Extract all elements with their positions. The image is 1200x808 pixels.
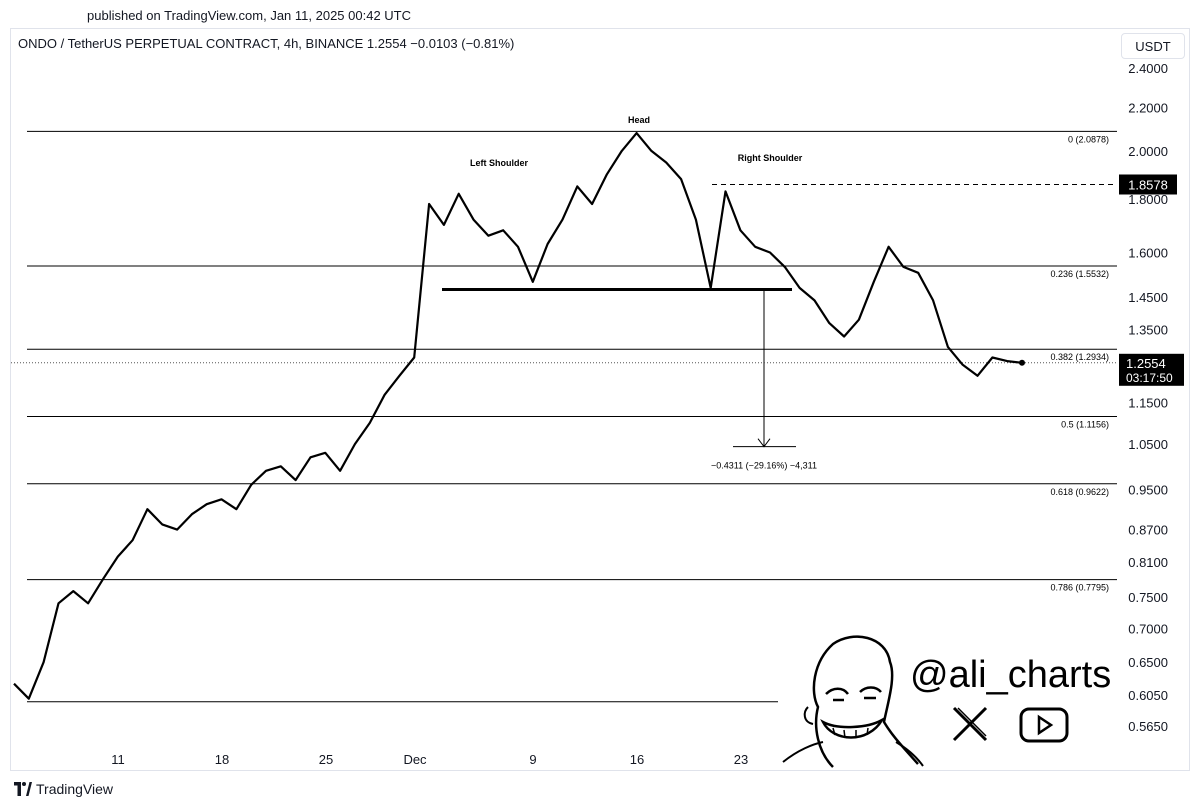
tradingview-logo-icon bbox=[14, 782, 32, 796]
y-tick-label: 1.4500 bbox=[1128, 290, 1168, 305]
chart-frame bbox=[10, 28, 1190, 771]
y-tick-label: 1.1500 bbox=[1128, 396, 1168, 411]
axis-layer: 2.4000 2.2000 2.0000 1.8000 1.6000 1.4500 1.35… bbox=[111, 61, 1184, 767]
x-tick-label: Dec bbox=[403, 752, 427, 767]
fib-label: 0.236 (1.5532) bbox=[1050, 269, 1109, 279]
published-caption: published on TradingView.com, Jan 11, 20… bbox=[87, 8, 412, 23]
y-tick-label: 0.7000 bbox=[1128, 622, 1168, 637]
pattern-label: Left Shoulder bbox=[470, 158, 528, 168]
x-tick-label: 25 bbox=[319, 752, 333, 767]
y-tick-label: 0.6500 bbox=[1128, 655, 1168, 670]
currency-label: USDT bbox=[1135, 38, 1171, 54]
pattern-label: Right Shoulder bbox=[738, 153, 803, 163]
target-label: −0.4311 (−29.16%) −4,311 bbox=[711, 461, 817, 471]
x-tick-label: 11 bbox=[111, 752, 125, 767]
y-tick-label: 2.2000 bbox=[1128, 101, 1168, 116]
footer: TradingView bbox=[14, 781, 113, 797]
fib-label: 0.382 (1.2934) bbox=[1050, 352, 1109, 362]
pattern-label: Head bbox=[628, 115, 650, 125]
symbol-info: ONDO / TetherUS PERPETUAL CONTRACT, 4h, … bbox=[18, 36, 514, 51]
y-tick-label: 1.3500 bbox=[1128, 323, 1168, 338]
x-tick-label: 9 bbox=[529, 752, 536, 767]
price-line bbox=[13, 132, 1023, 700]
y-tick-label: 0.9500 bbox=[1128, 483, 1168, 498]
y-tick-label: 1.6000 bbox=[1128, 245, 1168, 260]
last-price-badge bbox=[1119, 353, 1184, 386]
y-tick-label: 1.0500 bbox=[1128, 437, 1168, 452]
y-tick-label: 0.7500 bbox=[1128, 590, 1168, 605]
fib-label: 0 (2.0878) bbox=[1068, 134, 1109, 144]
x-tick-label: 16 bbox=[630, 752, 644, 767]
fib-label: 0.618 (0.9622) bbox=[1050, 487, 1109, 497]
fib-label: 0.786 (0.7795) bbox=[1050, 583, 1109, 593]
y-tick-label: 0.6050 bbox=[1128, 688, 1168, 703]
fib-label: 0.5 (1.1156) bbox=[1061, 420, 1109, 430]
last-price-value: 1.2554 bbox=[1126, 356, 1166, 371]
footer-brand[interactable]: TradingView bbox=[36, 781, 114, 797]
x-tick-label: 18 bbox=[215, 752, 229, 767]
fib-layer: 0 (2.0878) 0.236 (1.5532) 0.382 (1.2934) 0.… bbox=[27, 130, 1117, 703]
currency-button[interactable]: USDT bbox=[1121, 33, 1185, 59]
watermark-handle: @ali_charts bbox=[910, 654, 1112, 696]
x-tick-label: 23 bbox=[734, 752, 748, 767]
y-tick-label: 2.4000 bbox=[1128, 61, 1168, 76]
watermark: @ali_charts bbox=[778, 632, 1118, 772]
marked-price-value: 1.8578 bbox=[1128, 177, 1168, 192]
youtube-icon bbox=[1019, 707, 1069, 743]
cartoon-face-logo bbox=[782, 635, 924, 768]
countdown-timer: 03:17:50 bbox=[1126, 371, 1173, 385]
y-tick-label: 1.8000 bbox=[1128, 192, 1168, 207]
marked-price-badge bbox=[1119, 174, 1177, 195]
x-icon bbox=[952, 706, 988, 742]
y-tick-label: 0.5650 bbox=[1128, 719, 1168, 734]
y-tick-label: 0.8100 bbox=[1128, 555, 1168, 570]
annotation-layer: −0.4311 (−29.16%) −4,311 Left Shoulder Hea… bbox=[11, 115, 1117, 471]
y-tick-label: 0.8700 bbox=[1128, 523, 1168, 538]
y-tick-label: 2.0000 bbox=[1128, 144, 1168, 159]
